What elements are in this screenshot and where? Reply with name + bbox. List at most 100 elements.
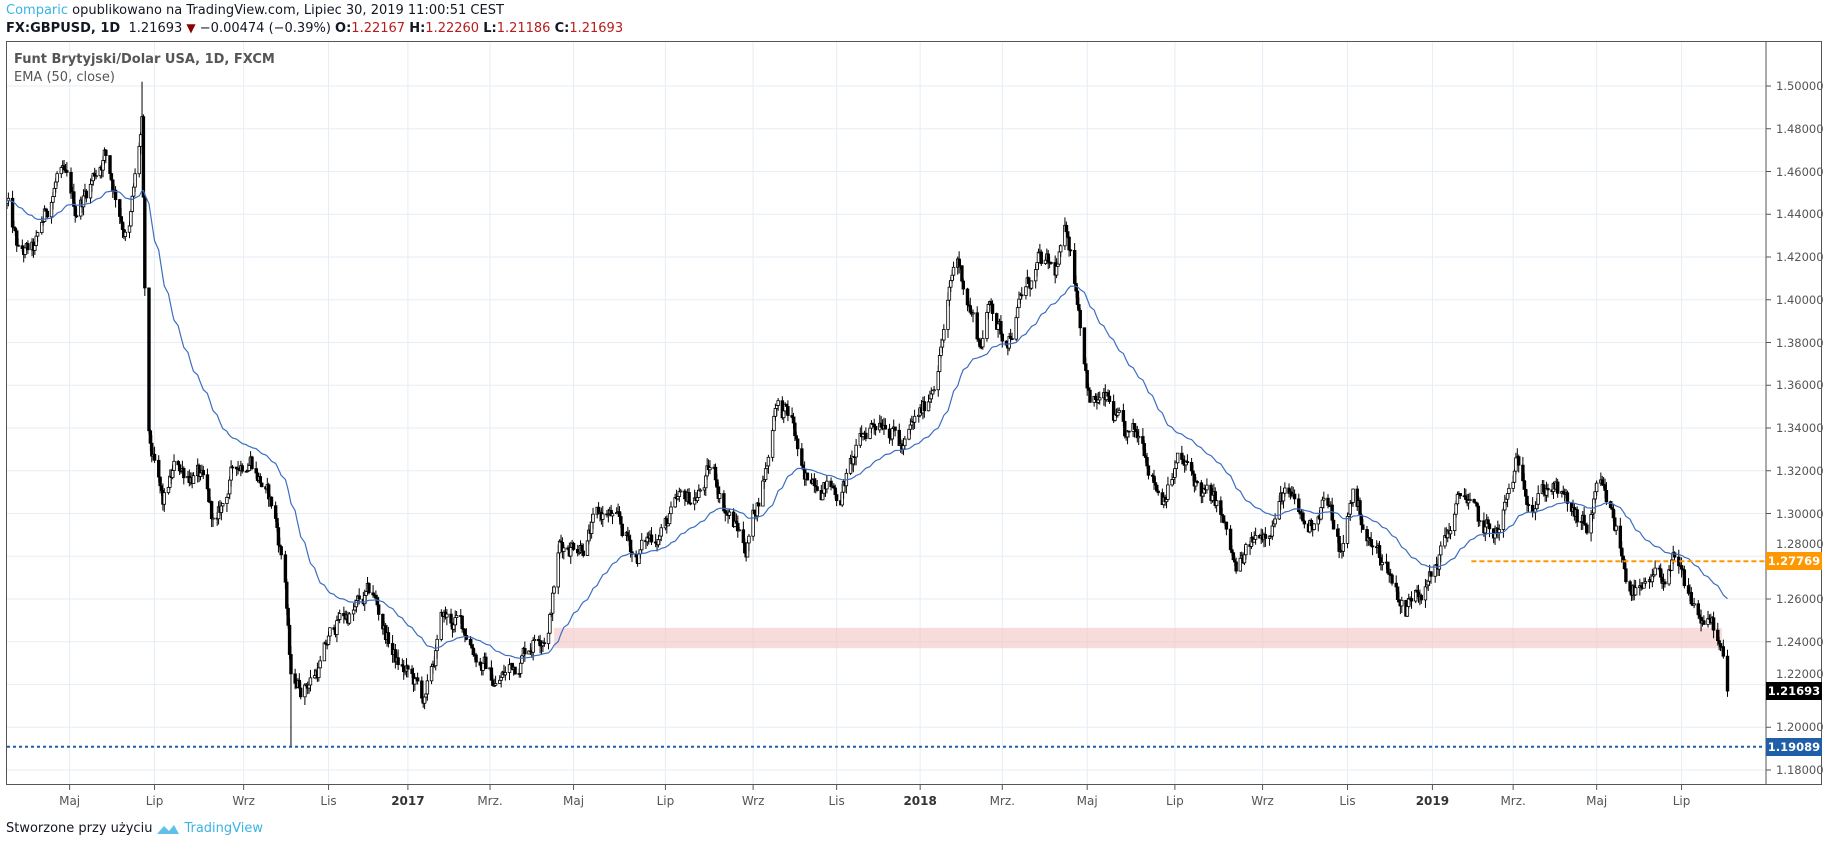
- candle-down: [1702, 620, 1706, 625]
- candle-down: [794, 435, 798, 440]
- candle-up: [912, 415, 917, 423]
- candle-up: [737, 529, 741, 532]
- price-tick-label: 1.18000: [1776, 763, 1824, 777]
- candle-up: [1400, 599, 1404, 607]
- down-arrow-icon: ▼: [186, 21, 196, 35]
- candle-down: [158, 476, 162, 487]
- candle-up: [503, 672, 508, 676]
- candle-up: [532, 639, 537, 642]
- candle-down: [260, 482, 264, 488]
- chart-legend-indicator[interactable]: EMA (50, close): [14, 70, 115, 85]
- candle-up: [1536, 493, 1540, 505]
- candle-down: [143, 196, 147, 289]
- candle-up: [308, 677, 313, 686]
- candle-up: [610, 513, 615, 517]
- time-tick-label: Wrz: [741, 794, 765, 808]
- candle-up: [1270, 525, 1275, 537]
- time-tick-label: Lis: [320, 794, 337, 808]
- horizontal-lines: [7, 560, 1765, 748]
- candle-up: [1054, 265, 1059, 276]
- candle-down: [474, 654, 478, 663]
- candle-down: [406, 665, 410, 670]
- time-tick-label: Lip: [656, 794, 675, 808]
- candle-down: [834, 494, 839, 502]
- candle-up: [493, 683, 498, 686]
- low-value: 1.21186: [496, 21, 551, 36]
- candle-down: [1672, 552, 1677, 558]
- candle-up: [133, 173, 137, 188]
- time-tick-label: Maj: [1586, 794, 1608, 808]
- candle-down: [1555, 481, 1560, 494]
- candle-up: [727, 511, 732, 516]
- candle-up: [123, 231, 128, 237]
- candle-down: [620, 523, 624, 536]
- candle-down: [299, 687, 303, 698]
- candle-up: [770, 430, 775, 458]
- candle-down: [269, 496, 274, 507]
- price-tick-label: 1.36000: [1776, 378, 1824, 393]
- candle-down: [201, 469, 205, 476]
- close-label: C:: [554, 21, 570, 36]
- candle-up: [1244, 544, 1248, 556]
- candle-up: [1653, 567, 1657, 576]
- tradingview-link[interactable]: TradingView: [184, 821, 263, 836]
- publish-info: Comparic opublikowano na TradingView.com…: [6, 3, 504, 18]
- price-tick-label: 1.30000: [1776, 506, 1824, 521]
- candle-down: [1663, 581, 1667, 585]
- candle-up: [335, 620, 339, 635]
- candle-down: [205, 474, 210, 490]
- candle-up: [1507, 487, 1511, 494]
- candle-up: [221, 503, 225, 507]
- support-price-tag: 1.19089: [1766, 737, 1822, 756]
- candle-up: [903, 438, 907, 447]
- close-value: 1.21693: [569, 21, 624, 36]
- author-link[interactable]: Comparic: [6, 3, 69, 18]
- candle-down: [922, 401, 927, 412]
- tradingview-logo-icon: [157, 824, 180, 834]
- candle-down: [1049, 262, 1053, 264]
- footer-text: Stworzone przy użyciu: [6, 821, 153, 836]
- candle-down: [1487, 523, 1492, 530]
- time-tick-label: Maj: [1076, 794, 1098, 808]
- price-tick-label: 1.50000: [1776, 79, 1824, 93]
- candle-down: [1517, 456, 1521, 466]
- candle-up: [445, 613, 449, 618]
- time-tick-label: Lip: [145, 794, 164, 808]
- candle-up: [1015, 307, 1020, 319]
- candle-down: [619, 516, 623, 525]
- drawings: [554, 627, 1722, 649]
- candle-up: [51, 196, 55, 203]
- candle-up: [971, 312, 975, 315]
- candle-up: [1468, 499, 1472, 501]
- candle-up: [550, 592, 555, 614]
- candle-down: [1370, 545, 1375, 548]
- time-tick-label: Lip: [1166, 794, 1184, 808]
- candle-down: [1263, 533, 1268, 539]
- candle-up: [640, 539, 644, 551]
- candle-down: [279, 546, 283, 556]
- candle-down: [1107, 395, 1112, 402]
- candle-down: [786, 406, 790, 416]
- price-tick-label: 1.40000: [1776, 292, 1824, 307]
- candle-down: [258, 476, 263, 484]
- candle-down: [1575, 509, 1579, 523]
- candle-down: [1429, 571, 1433, 577]
- candle-down: [45, 210, 50, 218]
- candle-down: [26, 243, 30, 251]
- candle-up: [1175, 452, 1180, 464]
- candle-down: [1084, 363, 1088, 371]
- candle-down: [16, 244, 20, 247]
- ema-line: [7, 189, 1728, 660]
- candle-down: [581, 550, 585, 556]
- candle-down: [1725, 655, 1730, 692]
- resistance-price-tag: 1.27769: [1766, 552, 1822, 571]
- time-tick-label: Mrz.: [989, 794, 1015, 808]
- time-tick-label: Maj: [563, 794, 585, 808]
- candle-down: [376, 604, 381, 615]
- candle-down: [1476, 505, 1481, 522]
- time-tick-label: Mrz.: [477, 794, 503, 808]
- candle-up: [347, 613, 352, 624]
- candle-up: [1341, 542, 1346, 552]
- price-tick-label: 1.22000: [1776, 667, 1824, 682]
